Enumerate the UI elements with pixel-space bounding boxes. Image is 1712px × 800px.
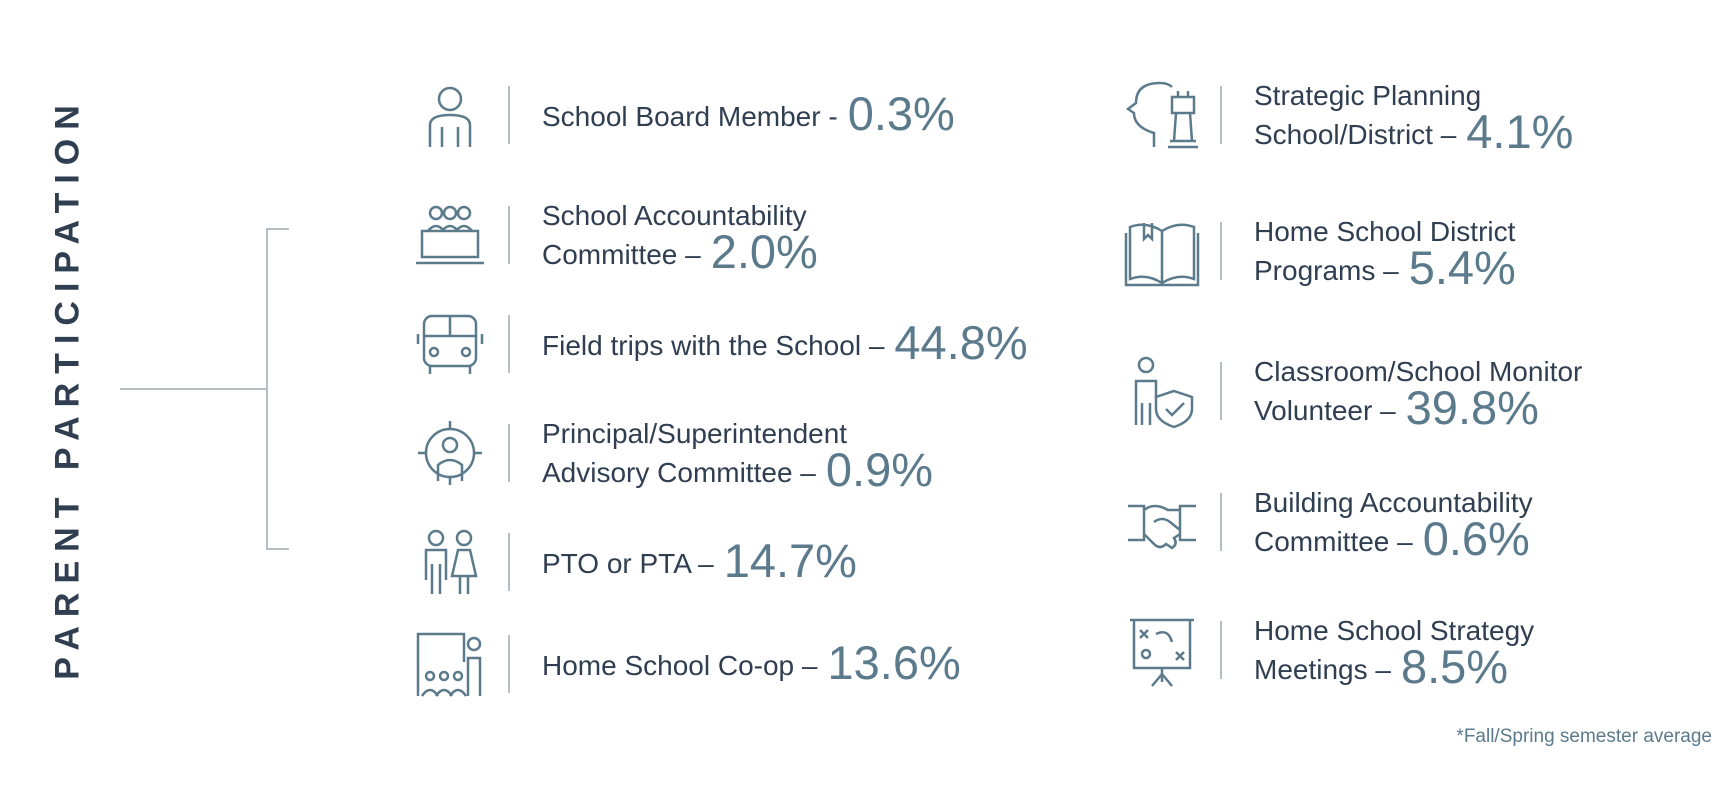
item-value: 0.9% [825,442,934,496]
icon [416,205,484,265]
icon [1125,81,1198,149]
divider [508,635,510,693]
item-label: Field trips with the School – [542,329,885,361]
icon [1130,618,1194,687]
divider [1220,222,1222,280]
divider [1220,362,1222,420]
item-text: Field trips with the School –44.8% [542,319,1028,366]
item-text: PTO or PTA –14.7% [542,537,857,584]
item-label: Meetings – [1254,653,1391,685]
item-text: School Board Member -0.3% [542,90,955,137]
divider [508,86,510,144]
item-text: Home School District Programs – 5.4% [1254,214,1516,291]
divider [508,206,510,264]
item-text: School Accountability Committee – 2.0% [542,198,818,275]
item-row: Field trips with the School – 44.8% [412,299,1028,389]
item-row: Home School Strategy Meetings – 8.5% [1124,605,1534,695]
item-label: Classroom/School Monitor [1254,355,1583,387]
item-text: Strategic Planning School/District – 4.1% [1254,78,1573,155]
divider [508,315,510,373]
item-text: Building Accountability Committee – 0.6% [1254,485,1533,562]
item-label: Home School Co-op – [542,649,818,681]
divider [1220,86,1222,144]
item-label: School Board Member - [542,100,838,132]
item-label: Committee – [542,238,701,270]
bracket-stem [120,388,266,390]
item-row: Strategic Planning School/District – 4.1% [1124,70,1573,160]
bracket-spine [266,228,268,550]
item-row: School Board Member - 0.3% [412,70,955,160]
icon [416,632,482,697]
divider [508,424,510,482]
bracket-bottom [266,548,289,550]
item-value: 13.6% [827,635,961,689]
bracket-top [266,228,289,230]
footnote: *Fall/Spring semester average [1456,726,1712,747]
item-value: 14.7% [723,533,857,587]
item-value: 0.3% [847,86,955,140]
item-row: Principal/Superintendent Advisory Committ… [412,408,933,498]
item-label: Programs – [1254,254,1399,286]
item-label: Volunteer – [1254,394,1396,426]
item-value: 5.4% [1408,240,1516,294]
icon [1134,356,1194,429]
item-label: Strategic Planning [1254,79,1482,111]
item-label: Home School Strategy [1254,614,1535,646]
item-value: 4.1% [1466,104,1574,158]
item-row: PTO or PTA – 14.7% [412,517,857,607]
item-text: Classroom/School Monitor Volunteer – 39.8% [1254,354,1583,431]
divider [1220,621,1222,679]
icon [428,86,472,147]
item-label: Committee – [1254,525,1413,557]
item-row: Building Accountability Committee – 0.6% [1124,477,1533,567]
item-label: Advisory Committee – [542,456,816,488]
item-label: Building Accountability [1254,486,1533,518]
item-value: 2.0% [710,224,818,278]
item-text: Home School Co-op –13.6% [542,639,961,686]
item-row: Home School District Programs – 5.4% [1124,206,1516,296]
item-value: 44.8% [894,315,1028,369]
divider [1220,493,1222,551]
title: PARENT PARTICIPATION [48,96,87,680]
item-text: Principal/Superintendent Advisory Committ… [542,416,933,493]
icon [1128,504,1196,550]
item-label: School/District – [1254,118,1457,150]
item-value: 8.5% [1400,639,1509,693]
item-row: Home School Co-op – 13.6% [412,619,961,709]
item-label: PTO or PTA – [542,547,714,579]
item-row: Classroom/School Monitor Volunteer – 39.8% [1124,346,1582,436]
item-label: Home School District [1254,215,1516,247]
icon [418,421,482,485]
icon [1124,223,1200,287]
item-row: School Accountability Committee – 2.0% [412,190,818,280]
item-value: 39.8% [1405,380,1539,434]
item-value: 0.6% [1422,511,1530,565]
item-text: Home School Strategy Meetings – 8.5% [1254,613,1535,690]
icon [416,314,484,374]
item-label: School Accountability [542,199,807,231]
icon [424,529,478,594]
divider [508,533,510,591]
item-label: Principal/Superintendent [542,417,848,449]
